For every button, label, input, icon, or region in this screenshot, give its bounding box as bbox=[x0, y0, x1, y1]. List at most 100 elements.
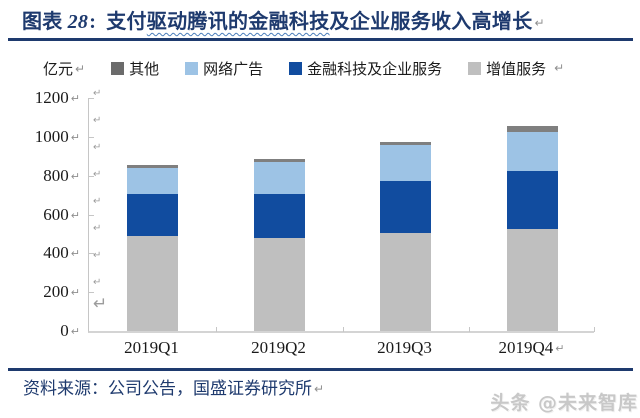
figure-caption: 图表 28: 支付驱动腾讯的金融科技及企业服务收入高增长 ↵ bbox=[22, 5, 545, 34]
figure-title-start: 支付 bbox=[106, 11, 147, 33]
legend-item-label: 增值服务 bbox=[486, 61, 547, 78]
y-tick-value: 1200 bbox=[34, 88, 69, 107]
return-mark-icon: ↵ bbox=[93, 142, 102, 153]
return-mark-icon: ↵ bbox=[93, 223, 102, 234]
x-axis-tick bbox=[216, 327, 217, 332]
y-axis-tick bbox=[89, 292, 94, 294]
return-mark-icon: ↵ bbox=[93, 115, 102, 126]
return-mark-icon: ↵ bbox=[93, 250, 102, 261]
return-mark-icon: ↵ bbox=[534, 16, 545, 30]
bar-segment bbox=[380, 142, 431, 145]
return-mark-icon: ↵ bbox=[554, 61, 565, 75]
figure-title-wavy: 驱动腾讯的金融科技 bbox=[146, 11, 330, 33]
y-tick-value: 400 bbox=[43, 243, 69, 263]
legend-swatch-icon bbox=[289, 61, 303, 75]
caption-number: 28 bbox=[67, 11, 89, 33]
bar-segment bbox=[127, 168, 178, 194]
stacked-bar bbox=[127, 165, 178, 331]
y-tick-label: 600 ↵ bbox=[0, 204, 80, 227]
y-tick-label: 1000 ↵ bbox=[0, 126, 80, 149]
plot-area: ↵ ↵ ↵ ↵ ↵ ↵ ↵ ↵ ↵ bbox=[88, 89, 595, 333]
bar-segment bbox=[254, 238, 305, 331]
bar-segment bbox=[380, 233, 431, 331]
stacked-bar bbox=[380, 142, 431, 331]
top-divider-rule bbox=[8, 38, 633, 41]
bar-segment bbox=[254, 194, 305, 238]
x-axis-tick bbox=[594, 327, 595, 332]
legend-item-label: 网络广告 bbox=[203, 61, 264, 78]
return-mark-icon: ↵ bbox=[555, 342, 565, 355]
y-tick-value: 800 bbox=[43, 165, 69, 185]
legend-swatch-icon bbox=[185, 61, 199, 75]
bottom-divider-rule bbox=[8, 368, 633, 371]
x-tick-value: 2019Q1 bbox=[124, 338, 179, 357]
return-mark-icon: ↵ bbox=[93, 294, 108, 314]
y-axis-tick bbox=[89, 253, 94, 255]
legend-item: 增值服务 bbox=[468, 58, 546, 79]
legend-item-label: 其他 bbox=[129, 61, 160, 78]
y-tick-value: 0 bbox=[60, 321, 69, 340]
bar-segment bbox=[254, 159, 305, 162]
bar-segment bbox=[507, 132, 558, 171]
return-mark-icon: ↵ bbox=[93, 169, 102, 180]
return-mark-icon: ↵ bbox=[70, 130, 80, 144]
bar-segment bbox=[127, 165, 178, 168]
x-axis-tick bbox=[469, 327, 470, 332]
legend-item-label: 金融科技及企业服务 bbox=[307, 61, 443, 78]
return-mark-icon: ↵ bbox=[70, 208, 80, 222]
bar-segment bbox=[507, 126, 558, 132]
return-mark-icon: ↵ bbox=[75, 61, 86, 76]
bar-segment bbox=[254, 162, 305, 194]
return-mark-icon: ↵ bbox=[93, 277, 102, 288]
bar-segment bbox=[380, 181, 431, 233]
y-tick-label: 200 ↵ bbox=[0, 281, 80, 304]
legend-item: 网络广告 bbox=[185, 58, 263, 79]
x-tick-label: 2019Q4 ↵ bbox=[487, 338, 577, 358]
bar-segment bbox=[380, 145, 431, 181]
bar-segment bbox=[127, 236, 178, 331]
y-axis-tick bbox=[89, 136, 94, 138]
return-mark-icon: ↵ bbox=[93, 88, 102, 99]
bar-segment bbox=[127, 194, 178, 236]
return-mark-icon: ↵ bbox=[70, 92, 80, 105]
y-tick-value: 200 bbox=[43, 282, 69, 302]
x-tick-label: 2019Q2 bbox=[234, 338, 324, 358]
watermark: 头条 @未来智库 bbox=[490, 392, 638, 414]
return-mark-icon: ↵ bbox=[70, 169, 80, 183]
return-mark-icon: ↵ bbox=[70, 286, 80, 300]
x-axis-tick bbox=[343, 327, 344, 332]
bar-segment bbox=[507, 171, 558, 229]
legend-item: 其他 bbox=[111, 58, 159, 79]
y-tick-value: 600 bbox=[43, 204, 69, 224]
x-tick-value: 2019Q2 bbox=[251, 338, 306, 357]
x-tick-value: 2019Q3 bbox=[377, 338, 432, 357]
x-tick-label: 2019Q3 bbox=[360, 338, 450, 358]
y-axis-tick bbox=[89, 214, 94, 216]
y-tick-value: 1000 bbox=[34, 126, 69, 146]
return-mark-icon: ↵ bbox=[93, 196, 102, 207]
y-tick-label: 400 ↵ bbox=[0, 242, 80, 265]
caption-separator: : bbox=[89, 11, 97, 33]
x-tick-value: 2019Q4 bbox=[498, 338, 554, 357]
y-tick-label: 0 ↵ bbox=[0, 320, 80, 343]
x-axis-labels: 2019Q1 2019Q2 2019Q3 2019Q4 ↵ bbox=[0, 338, 640, 360]
stacked-bar bbox=[507, 126, 558, 331]
caption-prefix: 图表 bbox=[22, 11, 63, 33]
figure-title-rest: 及企业服务收入高增长 bbox=[329, 11, 533, 33]
stacked-bar bbox=[254, 159, 305, 331]
source-note: 资料来源：公司公告，国盛证券研究所 ↵ bbox=[23, 379, 325, 398]
y-tick-label: 1200 ↵ bbox=[0, 87, 80, 110]
y-axis-unit-label: 亿元 ↵ bbox=[43, 61, 86, 78]
x-tick-label: 2019Q1 bbox=[107, 338, 197, 358]
legend-swatch-icon bbox=[111, 61, 125, 75]
y-tick-label: 800 ↵ bbox=[0, 165, 80, 188]
y-axis-tick bbox=[89, 175, 94, 177]
return-mark-icon: ↵ bbox=[70, 247, 80, 261]
y-axis-tick bbox=[89, 98, 94, 99]
legend-row: 亿元 ↵ 其他 网络广告 金融科技及企业服务 增值服务 ↵ bbox=[43, 57, 564, 79]
legend-swatch-icon bbox=[468, 61, 482, 75]
return-mark-icon: ↵ bbox=[314, 382, 325, 396]
legend-item: 金融科技及企业服务 bbox=[289, 58, 442, 79]
return-mark-icon: ↵ bbox=[70, 325, 80, 338]
bar-segment bbox=[507, 229, 558, 331]
